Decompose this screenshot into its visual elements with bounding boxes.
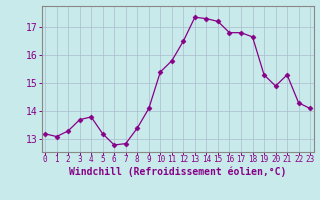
X-axis label: Windchill (Refroidissement éolien,°C): Windchill (Refroidissement éolien,°C) [69, 167, 286, 177]
